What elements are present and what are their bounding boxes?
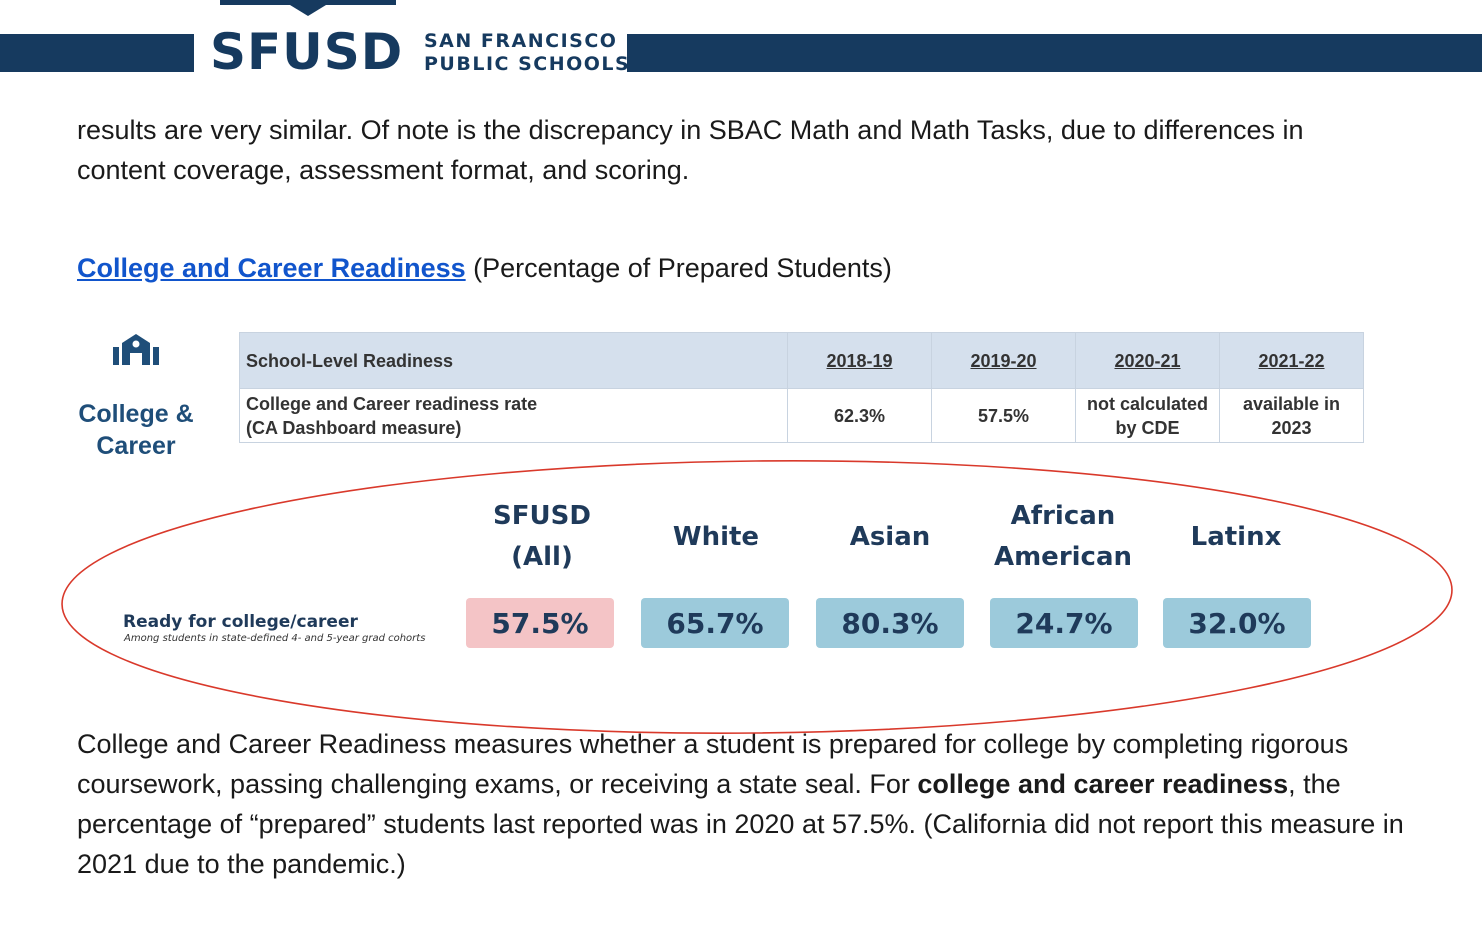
row-label-line1: College and Career readiness rate	[246, 393, 538, 414]
value-box-white: 65.7%	[641, 598, 789, 648]
value-box-sfusd: 57.5%	[466, 598, 614, 648]
school-building-icon	[113, 334, 159, 365]
row-label-line2: (CA Dashboard measure)	[246, 417, 462, 438]
group-heading-african-american: African American	[988, 496, 1138, 578]
section-heading: College and Career Readiness (Percentage…	[77, 248, 892, 288]
table-header-cell: School-Level Readiness	[239, 332, 788, 389]
table-cell: not calculated by CDE	[1075, 388, 1220, 443]
cell-line1: 57.5%	[977, 405, 1030, 426]
college-career-label-line1: College &	[78, 400, 194, 428]
logo-subtitle-line2: PUBLIC SCHOOLS	[424, 53, 631, 75]
table-header-row: School-Level Readiness 2018-19 2019-20 2…	[239, 332, 1364, 389]
cell-line2: by CDE	[1115, 417, 1180, 438]
ready-row-label: Ready for college/career	[123, 612, 358, 632]
group-heading-line1: African	[1010, 501, 1116, 531]
college-career-label: College & Career	[60, 398, 212, 462]
college-career-label-line2: Career	[96, 432, 176, 460]
table-header-cell: 2020-21	[1075, 332, 1220, 389]
year-2021-22: 2021-22	[1258, 350, 1325, 371]
cell-line1: not calculated	[1086, 393, 1209, 414]
closing-paragraph: College and Career Readiness measures wh…	[77, 724, 1407, 884]
header-bar-right	[627, 34, 1482, 72]
cell-line1: available in	[1242, 393, 1341, 414]
value-box-african-american: 24.7%	[990, 598, 1138, 648]
group-heading-asian: Asian	[815, 496, 965, 578]
section-heading-suffix: (Percentage of Prepared Students)	[465, 253, 892, 283]
group-heading-line2: American	[993, 542, 1133, 572]
header-bar-left	[0, 34, 194, 72]
table-header-cell: 2018-19	[787, 332, 932, 389]
group-heading-line1: Latinx	[1190, 521, 1282, 552]
ready-row-sublabel: Among students in state-defined 4- and 5…	[124, 633, 426, 644]
closing-text-part1: College and Career Readiness measures wh…	[77, 729, 1349, 799]
year-2019-20: 2019-20	[970, 350, 1037, 371]
intro-paragraph: results are very similar. Of note is the…	[77, 115, 1304, 185]
table-cell: 62.3%	[787, 388, 932, 443]
group-heading-line1: SFUSD	[493, 501, 591, 531]
cell-line1: 62.3%	[833, 405, 886, 426]
logo-emblem-icon	[220, 0, 396, 16]
value-box-latinx: 32.0%	[1163, 598, 1311, 648]
closing-text-part2: , the percentage of “prepared” students …	[77, 769, 1404, 879]
table-header-cell: 2021-22	[1219, 332, 1364, 389]
table-row-label: College and Career readiness rate (CA Da…	[239, 388, 788, 443]
cell-line2: 2023	[1271, 417, 1312, 438]
table-cell: available in 2023	[1219, 388, 1364, 443]
table-row: College and Career readiness rate (CA Da…	[239, 388, 1364, 443]
logo-subtitle-line1: SAN FRANCISCO	[424, 30, 618, 52]
group-heading-white: White	[641, 496, 791, 578]
college-career-readiness-link[interactable]: College and Career Readiness	[77, 253, 466, 283]
logo-subtitle: SAN FRANCISCO PUBLIC SCHOOLS	[424, 30, 630, 76]
group-heading-line1: Asian	[849, 521, 931, 552]
logo-wordmark[interactable]: SFUSD	[210, 23, 404, 81]
closing-bold-text: college and career readiness	[917, 769, 1289, 799]
table-cell: 57.5%	[931, 388, 1076, 443]
table-header-cell: 2019-20	[931, 332, 1076, 389]
group-heading-line2: (All)	[511, 542, 573, 572]
year-2020-21: 2020-21	[1114, 350, 1181, 371]
group-heading-line1: White	[672, 521, 760, 552]
readiness-table: School-Level Readiness 2018-19 2019-20 2…	[239, 332, 1364, 443]
value-box-asian: 80.3%	[816, 598, 964, 648]
group-heading-latinx: Latinx	[1161, 496, 1311, 578]
group-heading-sfusd: SFUSD (All)	[467, 496, 617, 578]
year-2018-19: 2018-19	[826, 350, 893, 371]
